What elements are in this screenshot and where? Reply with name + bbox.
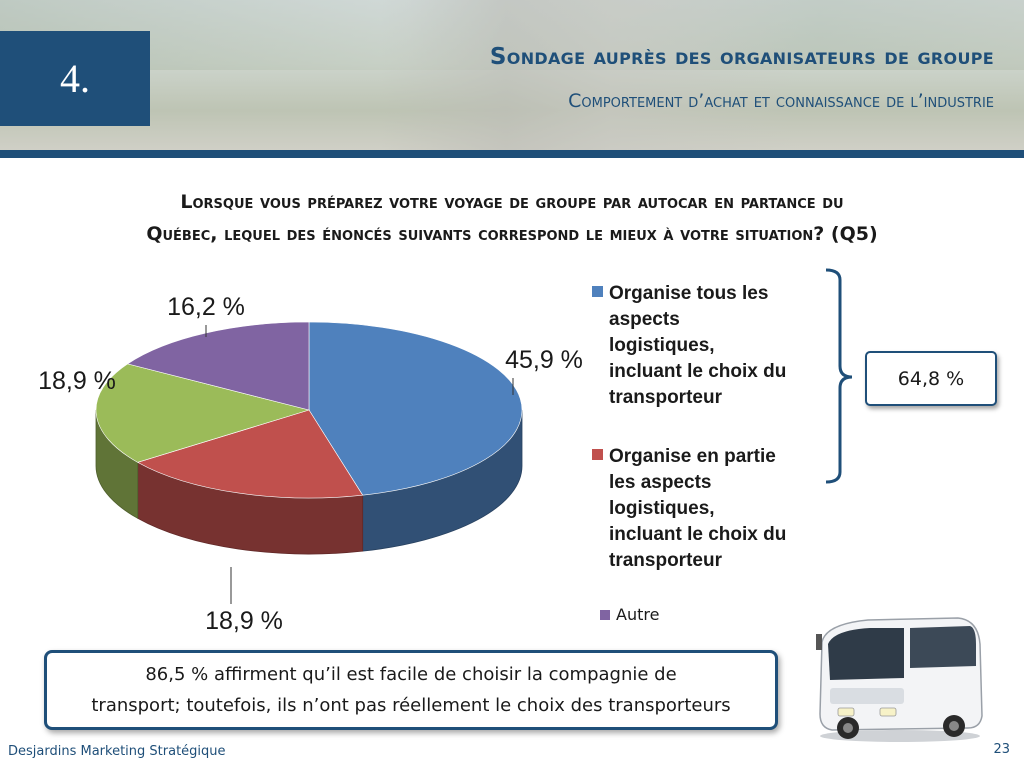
legend-swatch-tous (592, 286, 603, 297)
pie-slice-autre (126, 321, 310, 411)
legend-label-tous: Organise tous les aspects logistiques, i… (609, 283, 787, 408)
road-photo (380, 0, 800, 158)
page-number: 23 (993, 742, 1010, 757)
slide-title: Sondage auprès des organisateurs de grou… (489, 44, 994, 70)
slide-subtitle: Comportement d’achat et connaissance de … (568, 90, 994, 112)
insight-note: 86,5 % affirment qu’il est facile de cho… (44, 650, 778, 730)
note-line-1: 86,5 % affirment qu’il est facile de cho… (145, 664, 677, 685)
pie-chart: 45,9 % 18,9 % 18,9 % 16,2 % (38, 293, 583, 635)
pie-slice-partie (136, 409, 364, 499)
pie-slice-autre-vert (95, 363, 311, 463)
note-line-2: transport; toutefois, ils n’ont pas réel… (91, 695, 731, 716)
legend-swatch-autre (600, 610, 610, 620)
question-line-1: Lorsque vous préparez votre voyage de gr… (180, 191, 844, 213)
total-percent-box: 64,8 % (865, 351, 997, 406)
data-label-partie: 18,9 % (205, 607, 283, 635)
section-number: 4. (0, 31, 150, 126)
header-banner (0, 0, 1024, 158)
data-label-autre: 16,2 % (167, 293, 245, 321)
legend-label-autre: Autre (616, 605, 660, 624)
legend-item-autre: Autre (600, 605, 659, 625)
legend-item-tous: Organise tous les aspects logistiques, i… (592, 281, 786, 411)
question-line-2: Québec, lequel des énoncés suivants corr… (146, 223, 878, 245)
header-rule (0, 150, 1024, 158)
bus-icon (816, 617, 983, 742)
legend-swatch-partie (592, 449, 603, 460)
data-label-tous: 45,9 % (505, 346, 583, 374)
pie-slice-tous (308, 321, 523, 496)
survey-question: Lorsque vous préparez votre voyage de gr… (20, 186, 1004, 250)
legend-item-partie: Organise en partie les aspects logistiqu… (592, 444, 786, 574)
footer-company: Desjardins Marketing Stratégique (8, 744, 226, 759)
legend-label-partie: Organise en partie les aspects logistiqu… (609, 446, 787, 571)
data-label-autre-vert: 18,9 % (38, 367, 116, 395)
